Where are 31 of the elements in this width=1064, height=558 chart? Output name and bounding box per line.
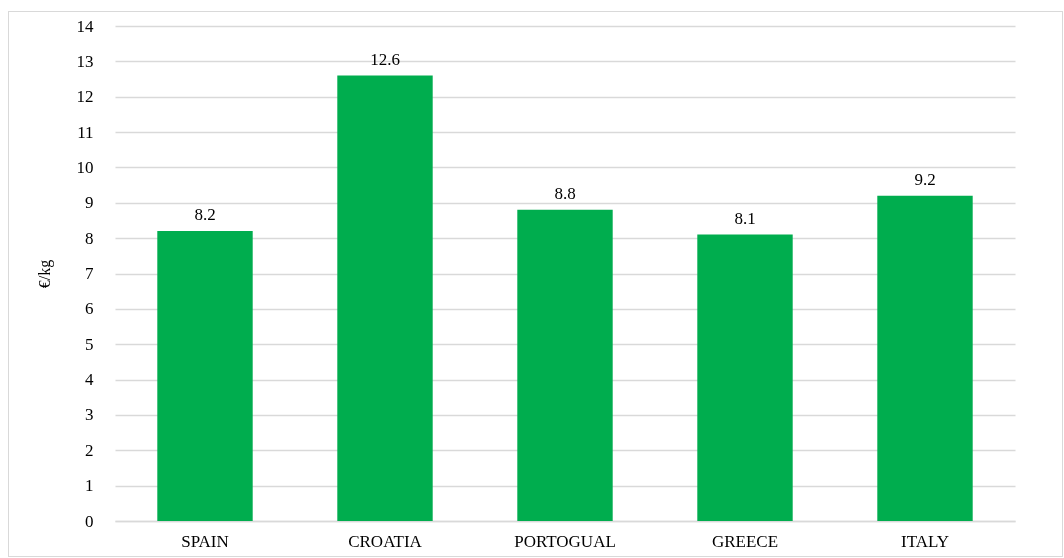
y-tick-label: 11 <box>77 122 94 142</box>
y-tick-label: 8 <box>85 228 94 248</box>
x-tick-label: GREECE <box>711 531 779 551</box>
y-axis-title: €/kg <box>35 259 54 289</box>
y-tick-label: 3 <box>85 405 94 425</box>
y-tick-label: 13 <box>76 51 94 71</box>
y-tick-label: 10 <box>76 157 94 177</box>
data-label: 12.6 <box>370 49 400 69</box>
y-tick-label: 4 <box>85 370 94 390</box>
data-label: 9.2 <box>914 169 936 189</box>
bar <box>337 75 433 521</box>
bar <box>877 195 973 521</box>
bar <box>157 231 253 521</box>
x-tick-label: PORTOGUAL <box>514 531 616 551</box>
data-label: 8.2 <box>194 205 216 225</box>
y-tick-label: 0 <box>85 511 94 531</box>
y-tick-label: 14 <box>76 16 94 36</box>
bar <box>697 234 793 521</box>
y-tick-label: 9 <box>85 193 94 213</box>
data-label: 8.1 <box>734 208 756 228</box>
y-tick-label: 1 <box>85 476 94 496</box>
y-tick-label: 7 <box>85 264 94 283</box>
x-tick-label: SPAIN <box>181 531 229 551</box>
bar <box>517 209 613 521</box>
y-tick-label: 6 <box>85 299 94 319</box>
y-tick-label: 12 <box>76 87 94 107</box>
x-tick-label: ITALY <box>901 531 949 551</box>
y-tick-label: 2 <box>85 440 94 460</box>
data-label: 8.8 <box>554 183 576 203</box>
x-tick-label: CROATIA <box>348 531 423 551</box>
y-tick-label: 5 <box>85 334 94 354</box>
